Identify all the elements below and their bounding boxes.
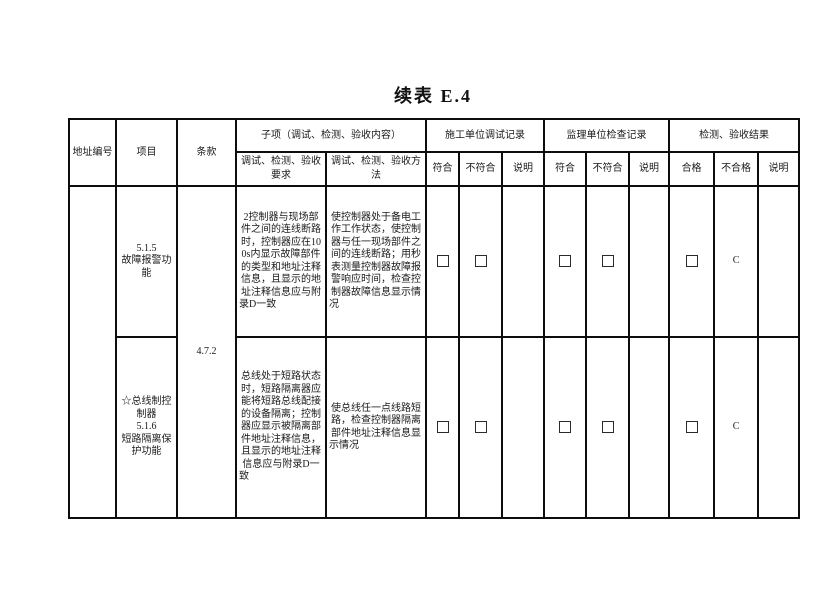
cell-result-note [757, 185, 801, 338]
header-construction-not-conform: 不符合 [458, 151, 503, 187]
cell-supervision-not-conform [585, 336, 631, 519]
checkbox-icon[interactable] [685, 255, 698, 268]
header-construction-group: 施工单位调试记录 [424, 118, 546, 153]
header-supervision-group: 监理单位检查记录 [543, 118, 671, 153]
cell-construction-note [500, 336, 546, 519]
header-item: 项目 [115, 118, 178, 187]
header-construction-conform: 符合 [425, 151, 460, 187]
checkbox-icon[interactable] [685, 421, 698, 434]
inspection-table: 地址编号 项目 条款 子项（调试、检测、验收内容） 施工单位调试记录 监理单位检… [68, 118, 801, 519]
checkbox-icon[interactable] [436, 255, 449, 268]
cell-result-not-qualified: C [713, 185, 760, 338]
header-subitem-group: 子项（调试、检测、验收内容） [235, 118, 427, 153]
cell-construction-not-conform [458, 185, 503, 338]
header-result-qualified: 合格 [668, 151, 716, 187]
cell-item: ☆总线制控 制器 5.1.6 短路隔离保 护功能 [115, 336, 178, 519]
cell-supervision-note [628, 185, 671, 338]
cell-result-qualified [668, 336, 716, 519]
header-supervision-conform: 符合 [543, 151, 588, 187]
cell-requirement: 总线处于短路状态时，短路隔离器应能将短路总线配接的设备隔离；控制器应显示被隔离部… [235, 336, 327, 519]
checkbox-icon[interactable] [474, 255, 487, 268]
table-row: 5.1.5 故障报警功能 4.7.2 2控制器与现场部件之间的连线断路时，控制器… [68, 185, 801, 519]
cell-method: 使总线任一点线路短路，检查控制器隔离部件地址注释信息显示情况 [325, 336, 427, 519]
header-result-note: 说明 [757, 151, 801, 187]
header-requirement: 调试、检测、验收要求 [235, 151, 327, 187]
cell-supervision-note [628, 336, 671, 519]
header-construction-note: 说明 [500, 151, 546, 187]
header-clause: 条款 [176, 118, 237, 187]
cell-construction-not-conform [458, 336, 503, 519]
checkbox-icon[interactable] [601, 421, 614, 434]
checkbox-icon[interactable] [559, 421, 572, 434]
cell-requirement: 2控制器与现场部件之间的连线断路时，控制器应在100s内显示故障部件的类型和地址… [235, 185, 327, 338]
cell-supervision-not-conform [585, 185, 631, 338]
header-result-group: 检测、验收结果 [668, 118, 801, 153]
table-row: ☆总线制控 制器 5.1.6 短路隔离保 护功能 总线处于短路状态时，短路隔离器… [69, 336, 801, 519]
header-supervision-not-conform: 不符合 [585, 151, 631, 187]
cell-supervision-conform [543, 185, 588, 338]
header-supervision-note: 说明 [628, 151, 671, 187]
checkbox-icon[interactable] [436, 421, 449, 434]
cell-construction-conform [425, 185, 460, 338]
cell-method: 使控制器处于备电工作工作状态，使控制器与任一现场部件之间的连线断路；用秒表测量控… [325, 185, 427, 338]
checkbox-icon[interactable] [559, 255, 572, 268]
cell-construction-note [500, 185, 546, 338]
checkbox-icon[interactable] [601, 255, 614, 268]
cell-result-note [757, 336, 801, 519]
page-title: 续表 E.4 [393, 86, 472, 106]
cell-result-qualified [668, 185, 716, 338]
cell-clause: 4.7.2 [176, 185, 237, 519]
checkbox-icon[interactable] [474, 421, 487, 434]
cell-supervision-conform [543, 336, 588, 519]
cell-item: 5.1.5 故障报警功能 [115, 185, 178, 338]
header-result-not-qualified: 不合格 [713, 151, 760, 187]
cell-result-not-qualified: C [713, 336, 760, 519]
header-address: 地址编号 [68, 118, 117, 187]
cell-address [68, 185, 117, 519]
header-method: 调试、检测、验收方法 [325, 151, 427, 187]
cell-construction-conform [425, 336, 460, 519]
